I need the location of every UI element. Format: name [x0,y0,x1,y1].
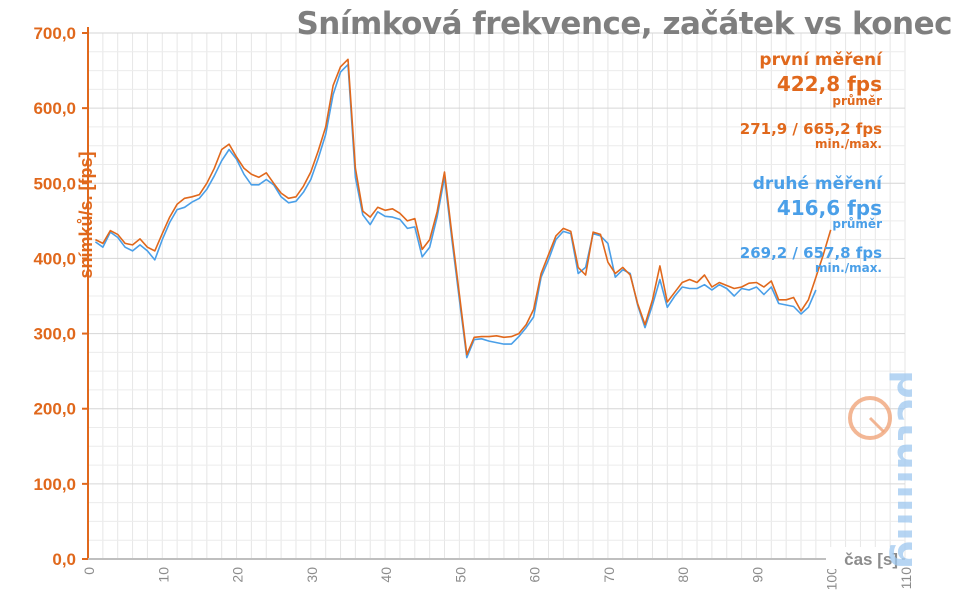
series-line-prvni-mereni [95,58,832,356]
x-tick-label: 0 [81,567,97,575]
y-tick-label: 400,0 [33,249,76,268]
x-tick-label: 50 [452,567,468,583]
x-tick-label: 90 [749,567,765,583]
legend-second-name: druhé měření [752,174,882,194]
x-tick-label: 40 [378,567,394,583]
legend-first-minmax-label: min./max. [814,137,882,151]
x-tick-label: 100 [824,567,840,591]
legend-first-avg: 422,8 fps [776,72,882,96]
y-tick-label: 700,0 [33,24,76,43]
y-tick-label: 200,0 [33,400,76,419]
x-axis-label: čas [s] [844,550,898,569]
legend-first-avg-label: průměr [832,94,882,108]
legend-first-name: první měření [759,50,882,70]
x-tick-label: 110 [898,567,914,590]
legend-second-avg-label: průměr [832,217,882,231]
legend-second-minmax-label: min./max. [814,261,882,275]
chart-title: Snímková frekvence, začátek vs konec [296,6,952,42]
legend-second-avg: 416,6 fps [776,196,882,220]
legend-second-minmax: 269,2 / 657,8 fps [739,244,882,262]
x-tick-label: 60 [527,567,543,583]
legend-first-minmax: 271,9 / 665,2 fps [739,120,882,138]
y-tick-label: 100,0 [33,475,76,494]
x-tick-label: 10 [155,567,171,583]
chart-grid [87,32,906,560]
watermark-text: pctuning [888,370,912,569]
chart-axes: 0,0 100,0 200,0 300,0 400,0 500,0 600,0 700,0 sn… [33,24,914,590]
x-tick-label: 70 [601,567,617,583]
y-tick-label: 600,0 [33,99,76,118]
x-tick-label: 80 [675,567,691,583]
y-tick-label: 500,0 [33,174,76,193]
x-axis-label-bg [826,547,902,569]
y-axis-label: snímků/s. [fps] [76,151,96,278]
series-layer [94,58,832,359]
x-tick-label: 20 [230,567,246,583]
y-tick-label: 0,0 [52,550,76,569]
y-tick-label: 300,0 [33,325,76,344]
x-tick-label: 30 [304,567,320,583]
pctuning-logo: pctuning [848,370,912,569]
